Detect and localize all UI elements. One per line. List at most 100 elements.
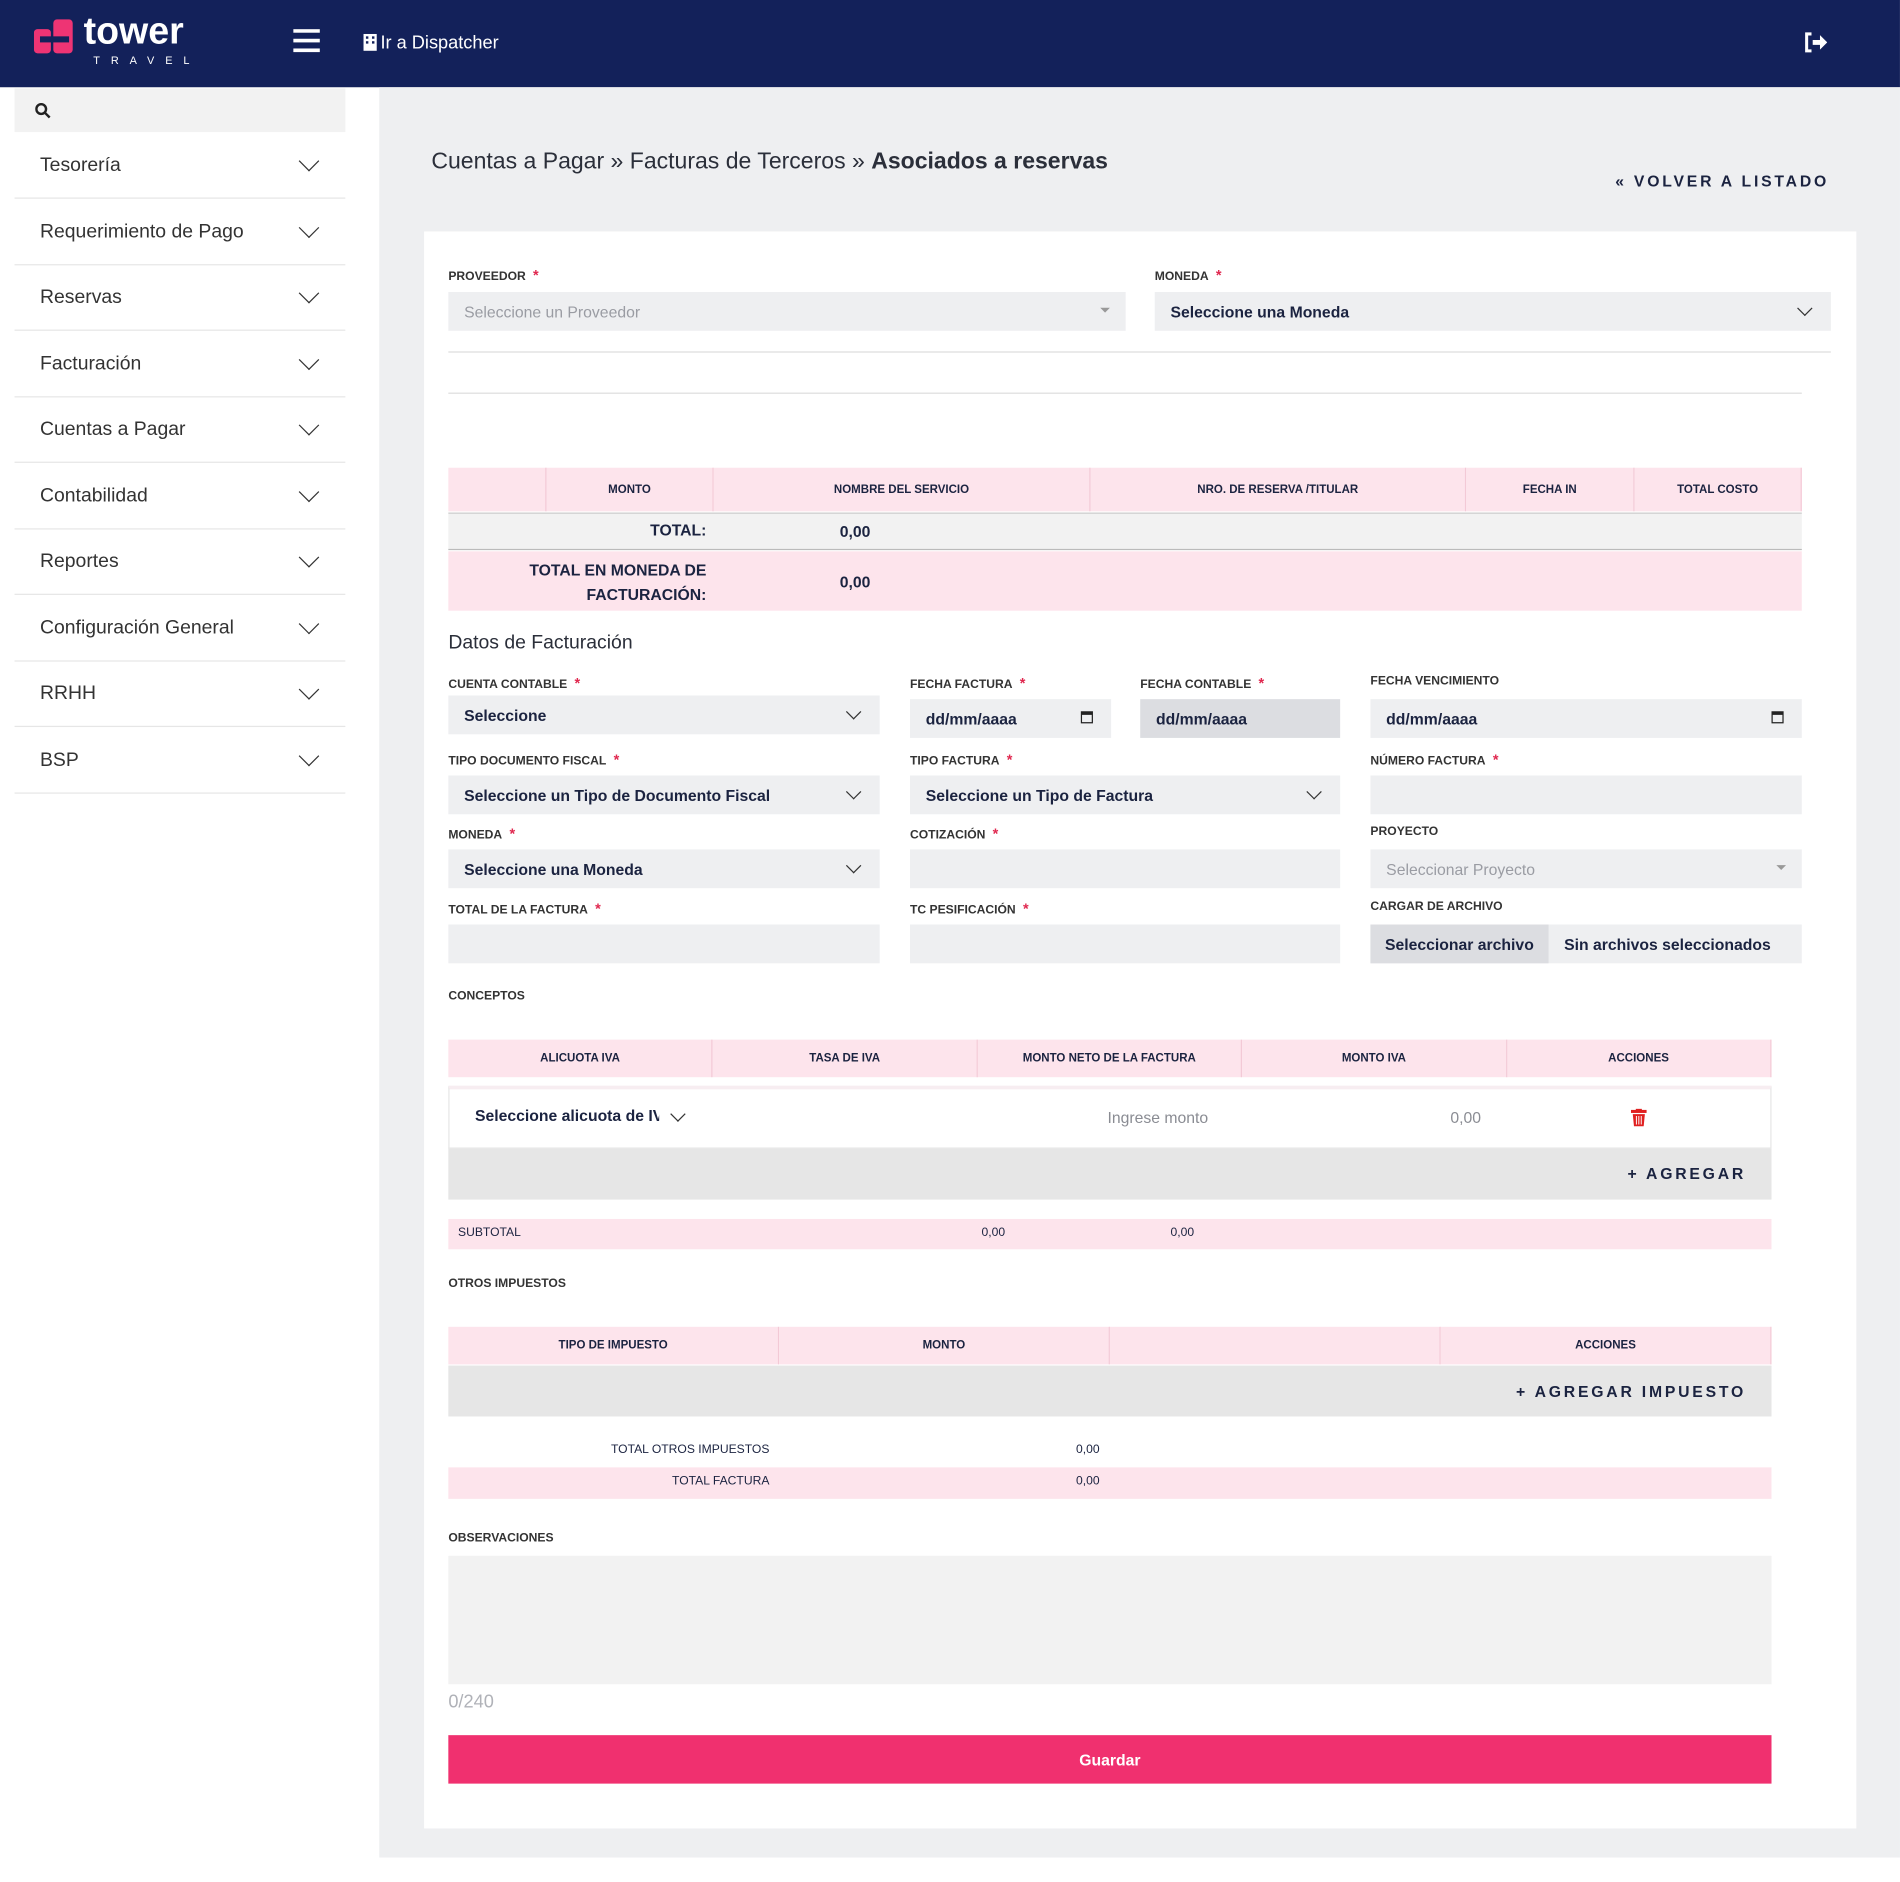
label-text: TOTAL DE LA FACTURA bbox=[448, 903, 588, 918]
alicuota-select[interactable]: Seleccione alicuota de IVA bbox=[474, 1106, 660, 1125]
field-input[interactable]: Seleccionar archivo Sin archivos seleccio… bbox=[1370, 924, 1802, 964]
search-box[interactable] bbox=[14, 88, 346, 133]
table-header-cell: MONTO IVA bbox=[1242, 1039, 1507, 1078]
total-factura-value: 0,00 bbox=[1075, 1474, 1100, 1488]
menu-label: Reservas bbox=[39, 287, 122, 308]
menu-item[interactable]: Tesorería bbox=[14, 133, 346, 199]
required-mark: * bbox=[1019, 674, 1026, 692]
subtotal-value: 0,00 bbox=[981, 1226, 1006, 1240]
field-label: FECHA FACTURA * bbox=[910, 675, 1025, 692]
menu-item[interactable]: Facturación bbox=[14, 331, 346, 397]
total-moneda-value: 0,00 bbox=[839, 573, 871, 592]
field-label: MONEDA * bbox=[1155, 267, 1222, 284]
field-label: TIPO FACTURA * bbox=[910, 751, 1012, 768]
menu-item[interactable]: Contabilidad bbox=[14, 463, 346, 529]
observaciones-textarea[interactable] bbox=[448, 1555, 1772, 1685]
chevron bbox=[845, 784, 862, 800]
required-mark: * bbox=[574, 674, 581, 692]
add-button[interactable]: + AGREGAR bbox=[1627, 1164, 1747, 1183]
building-icon bbox=[363, 33, 377, 51]
calendar-icon[interactable] bbox=[1771, 711, 1784, 724]
placeholder: Seleccione un Proveedor bbox=[464, 302, 641, 321]
field-input[interactable]: Seleccione un Tipo de Documento Fiscal bbox=[448, 775, 880, 815]
label-text: CUENTA CONTABLE bbox=[448, 678, 568, 692]
logo-sub: TRAVEL bbox=[93, 54, 201, 67]
save-button[interactable]: Guardar bbox=[448, 1735, 1772, 1784]
calendar-icon[interactable] bbox=[1080, 711, 1093, 724]
label-text: TIPO DOCUMENTO FISCAL bbox=[448, 754, 607, 769]
proveedor-select[interactable]: Seleccione un Proveedor bbox=[448, 292, 1126, 331]
menu-item[interactable]: BSP bbox=[14, 728, 346, 794]
field-input[interactable]: Seleccione un Tipo de Factura bbox=[909, 775, 1341, 815]
crumb-sep: » bbox=[851, 149, 865, 175]
menu-label: Tesorería bbox=[39, 155, 121, 176]
logo-icon bbox=[33, 19, 73, 54]
total-factura-label: TOTAL FACTURA bbox=[672, 1474, 770, 1488]
label-text: COTIZACIÓN bbox=[909, 828, 986, 843]
section-label: OTROS IMPUESTOS bbox=[448, 1277, 566, 1291]
menu-item[interactable]: Reservas bbox=[14, 265, 346, 331]
field-input[interactable]: dd/mm/aaaa bbox=[1140, 699, 1341, 738]
field-label: PROYECTO bbox=[1370, 825, 1438, 838]
delete-icon[interactable] bbox=[1630, 1108, 1647, 1127]
field-input[interactable]: dd/mm/aaaa bbox=[1370, 699, 1802, 738]
field-input[interactable]: Seleccionar Proyecto bbox=[1370, 849, 1802, 889]
subtotal-label: SUBTOTAL bbox=[458, 1226, 521, 1240]
table-header-cell: TOTAL COSTO bbox=[1634, 467, 1802, 512]
char-counter: 0/240 bbox=[448, 1691, 494, 1713]
file-status: Sin archivos seleccionados bbox=[1564, 934, 1771, 954]
field-label: TIPO DOCUMENTO FISCAL * bbox=[448, 751, 619, 768]
table-header-cell: ALICUOTA IVA bbox=[448, 1039, 713, 1078]
file-button[interactable]: Seleccionar archivo bbox=[1370, 924, 1549, 964]
total-value: 0,00 bbox=[839, 522, 871, 541]
chevron bbox=[1797, 300, 1813, 317]
dispatcher-link[interactable]: Ir a Dispatcher bbox=[380, 32, 499, 54]
label-text: NÚMERO FACTURA bbox=[1370, 754, 1486, 769]
chevron bbox=[298, 348, 320, 370]
menu-item[interactable]: RRHH bbox=[14, 662, 346, 728]
field-input[interactable] bbox=[909, 924, 1341, 964]
menu-item[interactable]: Requerimiento de Pago bbox=[14, 199, 346, 265]
total-label: TOTAL: bbox=[650, 521, 707, 540]
menu-label: Contabilidad bbox=[39, 485, 148, 506]
chevron bbox=[298, 679, 320, 700]
iva-value: 0,00 bbox=[1450, 1108, 1482, 1127]
menu-item[interactable]: Reportes bbox=[14, 530, 346, 595]
chevron bbox=[298, 150, 320, 172]
crumb[interactable]: Facturas de Terceros bbox=[629, 149, 846, 175]
chevron bbox=[298, 481, 320, 502]
field-value: dd/mm/aaaa bbox=[1386, 709, 1478, 728]
caret bbox=[1776, 865, 1787, 875]
field-input[interactable] bbox=[909, 849, 1341, 889]
field-input[interactable]: Seleccione bbox=[448, 695, 880, 735]
field-value: Seleccione un Tipo de Factura bbox=[925, 785, 1154, 804]
label-text: TIPO FACTURA bbox=[909, 754, 1000, 769]
moneda-select[interactable]: Seleccione una Moneda bbox=[1154, 292, 1831, 331]
monto-input[interactable]: Ingrese monto bbox=[1107, 1108, 1209, 1127]
add-tax-button[interactable]: + AGREGAR IMPUESTO bbox=[1516, 1382, 1747, 1401]
field-label: MONEDA * bbox=[448, 825, 515, 842]
field-label: TC PESIFICACIÓN * bbox=[910, 900, 1029, 917]
field-input[interactable]: Seleccione una Moneda bbox=[448, 849, 880, 889]
menu-item[interactable]: Cuentas a Pagar bbox=[14, 397, 346, 463]
breadcrumb: Cuentas a Pagar » Facturas de Terceros »… bbox=[431, 149, 1108, 176]
field-input[interactable] bbox=[448, 924, 880, 964]
label-text: PROVEEDOR bbox=[448, 270, 526, 284]
menu-label: Reportes bbox=[39, 551, 119, 572]
menu-item[interactable]: Configuración General bbox=[14, 596, 346, 661]
field-input[interactable]: dd/mm/aaaa bbox=[909, 699, 1112, 738]
table-header-cell: ACCIONES bbox=[1440, 1326, 1772, 1365]
menu-label: Cuentas a Pagar bbox=[39, 419, 186, 440]
total-otros-value: 0,00 bbox=[1075, 1443, 1100, 1457]
required-mark: * bbox=[595, 900, 601, 918]
back-link[interactable]: « VOLVER A LISTADO bbox=[1615, 172, 1830, 191]
field-label: CARGAR DE ARCHIVO bbox=[1370, 900, 1502, 913]
menu-toggle[interactable] bbox=[293, 29, 320, 53]
field-input[interactable] bbox=[1370, 775, 1802, 815]
crumb-current: Asociados a reservas bbox=[871, 149, 1108, 175]
select-value: Seleccione una Moneda bbox=[1170, 302, 1350, 321]
logout-icon[interactable] bbox=[1803, 32, 1828, 54]
crumb[interactable]: Cuentas a Pagar bbox=[431, 149, 605, 175]
table-header-cell: NOMBRE DEL SERVICIO bbox=[713, 467, 1091, 512]
field-value: Seleccione bbox=[464, 705, 547, 724]
